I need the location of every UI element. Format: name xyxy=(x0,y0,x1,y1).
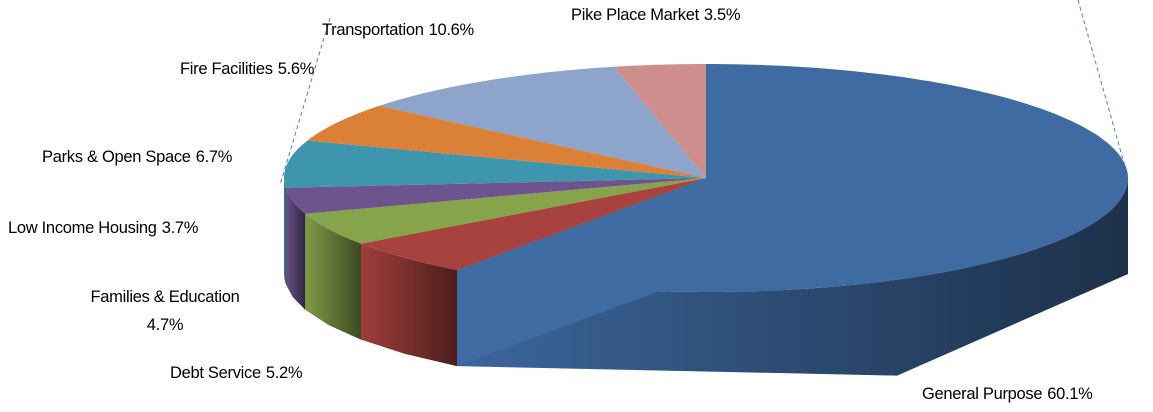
value-label: 5.2% xyxy=(266,364,303,382)
pie-slice xyxy=(284,140,706,188)
pie-side-shade xyxy=(284,178,286,284)
pie-slice xyxy=(361,178,706,271)
value-label: 3.5% xyxy=(704,6,741,24)
slice-label: General Purpose 60.1% xyxy=(922,385,1093,403)
category-label: Pike Place Market xyxy=(571,6,700,24)
leader-line xyxy=(279,17,331,186)
slice-label: Fire Facilities 5.6% xyxy=(180,60,315,78)
category-label: Fire Facilities xyxy=(180,60,273,78)
value-label: 5.6% xyxy=(278,60,315,78)
value-label: 3.7% xyxy=(162,219,199,237)
category-label: Low Income Housing xyxy=(8,219,157,237)
pie-side-shade xyxy=(361,243,458,367)
pie-side-shade xyxy=(457,178,1129,376)
pie-side-shade xyxy=(285,187,306,310)
category-label: General Purpose xyxy=(922,385,1042,403)
category-label: Transportation xyxy=(322,21,424,39)
value-label: 60.1% xyxy=(1047,385,1093,403)
category-label: Parks & Open Space xyxy=(42,148,191,166)
category-label: Families & Education xyxy=(91,288,240,306)
slice-label: Families & Education 4.7% xyxy=(91,288,240,334)
value-label: 4.7% xyxy=(147,316,184,334)
value-label: 10.6% xyxy=(429,21,475,39)
value-label: 6.7% xyxy=(196,148,233,166)
pie-slice xyxy=(614,64,706,178)
category-label: Debt Service xyxy=(170,364,261,382)
pie-slice xyxy=(307,105,706,178)
slice-label: Pike Place Market 3.5% xyxy=(571,6,741,24)
pie-slice xyxy=(285,178,706,214)
slice-label: Transportation 10.6% xyxy=(322,21,474,39)
slice-label: Parks & Open Space 6.7% xyxy=(42,148,233,166)
pie-side-shade xyxy=(305,213,361,340)
slice-label: Debt Service 5.2% xyxy=(170,364,303,382)
leader-line xyxy=(1077,0,1127,171)
slice-label: Low Income Housing 3.7% xyxy=(8,219,199,237)
pie-slice xyxy=(457,64,1129,292)
pie-slice xyxy=(379,66,706,178)
pie-slice xyxy=(305,178,706,244)
